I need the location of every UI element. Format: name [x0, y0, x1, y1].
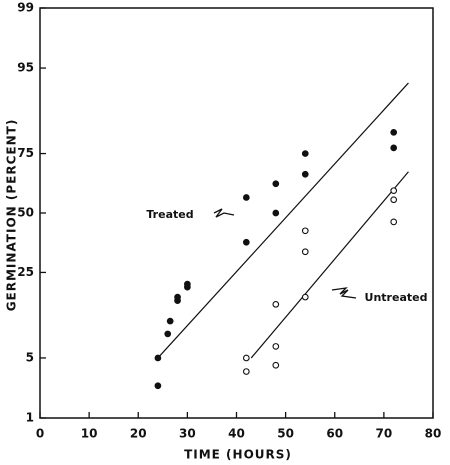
x-tick-label: 0	[36, 427, 44, 441]
x-tick-label: 50	[277, 427, 294, 441]
fit-line	[250, 171, 409, 359]
data-point	[272, 361, 280, 369]
y-tick-label: 75	[17, 146, 34, 160]
x-tick-label: 70	[376, 427, 393, 441]
data-point	[242, 238, 250, 246]
annotation-arrow	[331, 287, 357, 299]
data-point	[164, 330, 172, 338]
x-tick-label: 80	[425, 427, 442, 441]
data-point	[166, 317, 174, 325]
x-tick-label: 40	[228, 427, 245, 441]
data-point	[174, 293, 181, 301]
series-label: Treated	[146, 208, 193, 221]
y-tick-label: 1	[26, 411, 34, 425]
data-point	[301, 293, 309, 301]
y-tick-label: 5	[26, 350, 34, 364]
annotation-arrow	[213, 208, 235, 218]
y-axis-label: GERMINATION (PERCENT)	[5, 119, 19, 312]
data-point	[242, 368, 250, 375]
data-point	[242, 194, 250, 201]
x-axis-label: TIME (HOURS)	[184, 448, 292, 462]
x-tick-label: 30	[179, 427, 196, 441]
x-tick-label: 20	[130, 427, 147, 441]
data-point	[301, 170, 309, 178]
data-point	[272, 180, 280, 188]
y-tick-label: 50	[17, 206, 34, 220]
data-point	[272, 300, 280, 308]
series-label: Untreated	[365, 291, 428, 304]
y-tick-label: 25	[17, 265, 34, 279]
data-point	[301, 248, 309, 256]
y-tick-label: 95	[17, 61, 34, 75]
data-point	[390, 187, 398, 195]
data-point	[301, 227, 309, 235]
data-point	[154, 382, 162, 390]
data-point	[272, 343, 280, 350]
y-tick-label: 99	[17, 1, 34, 15]
data-point	[272, 209, 280, 217]
data-point	[154, 354, 162, 362]
data-point	[301, 150, 309, 157]
data-point	[390, 128, 398, 136]
data-point	[184, 280, 191, 288]
data-point	[390, 218, 398, 226]
fit-line	[157, 82, 409, 359]
x-tick-label: 10	[81, 427, 98, 441]
data-point	[390, 196, 398, 204]
x-tick-label: 60	[326, 427, 343, 441]
data-point	[390, 144, 398, 152]
data-point	[242, 354, 250, 362]
